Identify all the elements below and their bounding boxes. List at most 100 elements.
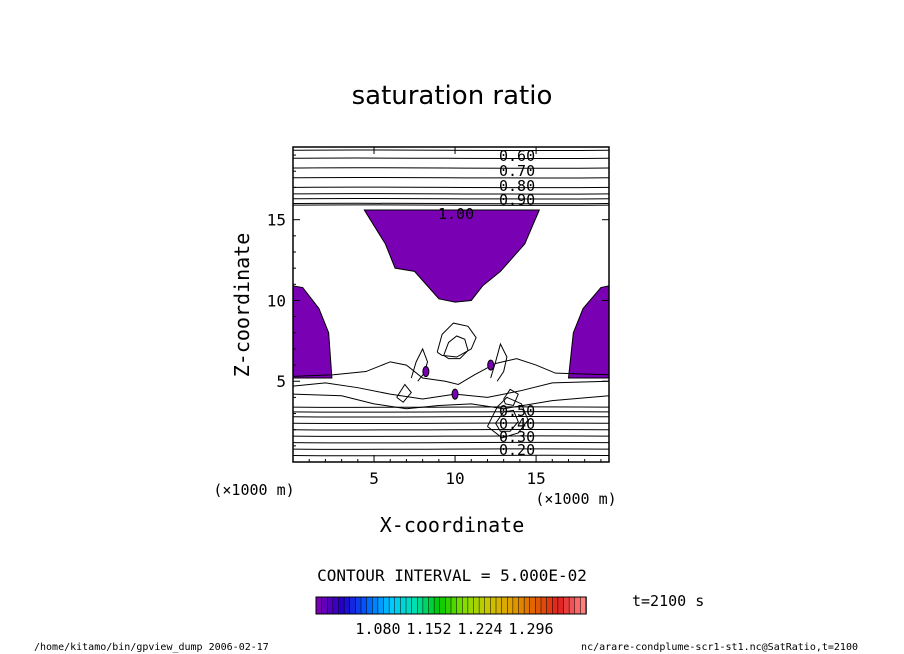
contour-line-lower-5 bbox=[292, 428, 610, 431]
y-tick-label: 10 bbox=[267, 291, 286, 310]
contour-label-top: 0.70 bbox=[499, 162, 535, 180]
plot-frame bbox=[292, 146, 610, 463]
colorbar-cell bbox=[462, 596, 469, 615]
contour-line-plume-2 bbox=[292, 393, 610, 410]
contour-label-top: 0.80 bbox=[499, 177, 535, 195]
colorbar-cell bbox=[315, 596, 323, 615]
colorbar-cell bbox=[456, 596, 463, 615]
contour-line-plume-5 bbox=[443, 335, 469, 360]
colorbar: 1.080 1.152 1.224 1.296 bbox=[315, 596, 587, 638]
contour-line-lower-6 bbox=[292, 422, 610, 425]
contour-line-upper-3 bbox=[292, 167, 610, 169]
contour-line-plume-4 bbox=[436, 322, 477, 358]
contour-line-lower-8 bbox=[292, 411, 610, 413]
colorbar-cell bbox=[563, 596, 570, 615]
colorbar-cell bbox=[467, 596, 475, 615]
time-label: t=2100 s bbox=[632, 592, 704, 610]
plot-area: 5 10 15510150.600.700.800.901.000.200.300.… bbox=[267, 146, 610, 488]
y-axis-label: Z-coordinate bbox=[230, 233, 254, 378]
colorbar-cell bbox=[535, 596, 542, 615]
contour-line-upper-4 bbox=[292, 157, 610, 160]
contour-line-lower-9 bbox=[292, 406, 610, 408]
x-tick-label: 15 bbox=[526, 469, 545, 488]
contour-line-upper-1 bbox=[292, 186, 610, 189]
colorbar-cell bbox=[343, 596, 351, 615]
footer-left: /home/kitamo/bin/gpview_dump 2006-02-17 bbox=[34, 642, 269, 653]
colorbar-frame bbox=[315, 596, 587, 615]
shaded-cell-2 bbox=[422, 366, 430, 378]
contour-label-top: 0.60 bbox=[499, 147, 535, 165]
colorbar-cell bbox=[394, 596, 402, 615]
colorbar-cell bbox=[372, 596, 379, 615]
contour-label-bottom: 0.20 bbox=[499, 441, 535, 459]
contour-line-lower-7 bbox=[292, 415, 610, 418]
colorbar-cell bbox=[383, 596, 390, 615]
colorbar-cell bbox=[439, 596, 447, 615]
footer-right: nc/arare-condplume-scr1-st1.nc@SatRatio,… bbox=[581, 642, 858, 653]
contour-line-lower-1 bbox=[292, 454, 610, 457]
colorbar-cell bbox=[332, 596, 340, 615]
colorbar-cell bbox=[574, 596, 582, 615]
colorbar-cell bbox=[338, 596, 345, 615]
shaded-region-1 bbox=[363, 209, 541, 303]
x-tick-label: 5 bbox=[369, 469, 379, 488]
chart-title: saturation ratio bbox=[352, 81, 553, 111]
contour-line-upper-8 bbox=[292, 193, 610, 195]
y-tick-label: 5 bbox=[276, 372, 286, 391]
colorbar-cell bbox=[422, 596, 430, 615]
colorbar-cell bbox=[445, 596, 452, 615]
colorbar-cell bbox=[540, 596, 548, 615]
contour-line-lower-4 bbox=[292, 435, 610, 437]
colorbar-cell bbox=[568, 596, 576, 615]
contour-line-plume-9 bbox=[503, 388, 519, 407]
colorbar-tick-label: 1.152 bbox=[406, 620, 451, 638]
colorbar-cell bbox=[529, 596, 537, 615]
colorbar-cell bbox=[388, 596, 396, 615]
contour-line-plume-1 bbox=[292, 380, 610, 400]
colorbar-cell bbox=[473, 596, 480, 615]
contour-label-bottom: 0.40 bbox=[499, 415, 535, 433]
colorbar-cell bbox=[377, 596, 385, 615]
colorbar-tick-label: 1.296 bbox=[508, 620, 553, 638]
contour-line-upper-5 bbox=[292, 149, 610, 152]
colorbar-cell bbox=[400, 596, 407, 615]
colorbar-tick-label: 1.080 bbox=[355, 620, 400, 638]
x-axis-label: X-coordinate bbox=[380, 513, 525, 537]
contour-line-plume-11 bbox=[495, 409, 519, 432]
colorbar-cell bbox=[484, 596, 492, 615]
y-tick-label: 15 bbox=[267, 211, 286, 230]
colorbar-cell bbox=[321, 596, 328, 615]
contour-line-upper-9 bbox=[292, 204, 610, 206]
colorbar-cell bbox=[490, 596, 497, 615]
contour-line-upper-7 bbox=[292, 197, 610, 200]
contour-label-bottom: 0.30 bbox=[499, 428, 535, 446]
contour-line-upper-2 bbox=[292, 176, 610, 179]
colorbar-cell bbox=[478, 596, 486, 615]
contour-line-plume-10 bbox=[487, 396, 529, 439]
contour-interval-text: CONTOUR INTERVAL = 5.000E-02 bbox=[317, 566, 587, 585]
colorbar-cell bbox=[501, 596, 508, 615]
contour-label-bottom: 0.50 bbox=[499, 402, 535, 420]
colorbar-cell bbox=[546, 596, 553, 615]
colorbar-cell bbox=[433, 596, 441, 615]
colorbar-cell bbox=[495, 596, 503, 615]
colorbar-tick-label: 1.224 bbox=[457, 620, 502, 638]
contour-line-lower-3 bbox=[292, 441, 610, 444]
shaded-cell-3 bbox=[487, 359, 495, 371]
contour-line-upper-6 bbox=[292, 202, 610, 205]
shaded-region-3 bbox=[567, 285, 610, 379]
colorbar-cell bbox=[518, 596, 525, 615]
contour-line-plume-7 bbox=[490, 342, 508, 382]
contour-label-top: 0.90 bbox=[499, 191, 535, 209]
x-tick-label: 10 bbox=[445, 469, 464, 488]
z-unit-label: (×1000 m) bbox=[213, 481, 294, 499]
colorbar-cell bbox=[512, 596, 520, 615]
colorbar-cell bbox=[428, 596, 435, 615]
contour-line-plume-3 bbox=[292, 358, 610, 385]
colorbar-cell bbox=[405, 596, 413, 615]
colorbar-cell bbox=[355, 596, 362, 615]
colorbar-cell bbox=[523, 596, 531, 615]
colorbar-cell bbox=[349, 596, 357, 615]
colorbar-cell bbox=[450, 596, 458, 615]
